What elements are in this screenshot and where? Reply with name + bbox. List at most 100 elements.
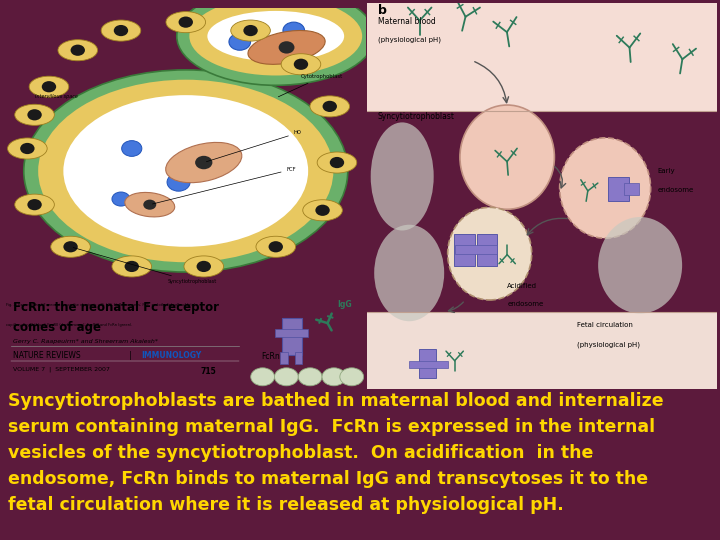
Circle shape [143,200,156,210]
Ellipse shape [298,368,322,386]
Text: FCF: FCF [153,167,296,204]
Bar [455,245,497,254]
Circle shape [27,109,42,120]
Ellipse shape [177,0,374,85]
Text: (physiological pH): (physiological pH) [378,36,441,43]
Text: Syncytiotrophoblasts are bathed in maternal blood and internalize: Syncytiotrophoblasts are bathed in mater… [8,392,664,410]
Circle shape [283,22,305,39]
Ellipse shape [15,104,55,125]
Circle shape [448,207,531,300]
Bar [281,352,287,364]
Ellipse shape [374,225,444,321]
Text: endosome, FcRn binds to maternal IgG and transcytoses it to the: endosome, FcRn binds to maternal IgG and… [8,470,648,488]
Ellipse shape [58,40,98,60]
Circle shape [195,156,212,169]
Circle shape [330,157,344,168]
Ellipse shape [189,0,362,76]
Ellipse shape [302,200,343,221]
Ellipse shape [184,256,223,277]
Circle shape [323,101,337,112]
Circle shape [27,199,42,210]
Text: IgG: IgG [338,300,352,309]
Circle shape [71,45,85,56]
FancyBboxPatch shape [608,177,629,201]
Text: VOLUME 7  |  SEPTEMBER 2007: VOLUME 7 | SEPTEMBER 2007 [13,367,109,372]
Ellipse shape [166,11,206,32]
Bar [409,361,448,368]
Ellipse shape [371,123,433,231]
Text: Acidified: Acidified [507,284,537,289]
Text: Early: Early [657,167,675,173]
Ellipse shape [256,237,296,258]
Ellipse shape [38,80,333,262]
FancyBboxPatch shape [367,3,717,111]
Text: FcRn: FcRn [261,352,280,361]
Circle shape [197,261,211,272]
Ellipse shape [166,143,242,183]
Ellipse shape [207,11,344,62]
FancyBboxPatch shape [419,349,436,378]
Circle shape [229,33,251,50]
Circle shape [63,241,78,252]
Ellipse shape [101,20,141,41]
Bar [274,329,307,337]
Circle shape [42,81,56,92]
Ellipse shape [24,70,348,272]
FancyBboxPatch shape [454,234,474,266]
Text: serum containing maternal IgG.  FcRn is expressed in the internal: serum containing maternal IgG. FcRn is e… [8,418,655,436]
Ellipse shape [29,76,68,97]
Circle shape [315,205,330,216]
Ellipse shape [15,194,55,215]
Ellipse shape [63,95,308,247]
Text: Syncytiotrophoblast: Syncytiotrophoblast [378,112,455,120]
Text: Maternal blood: Maternal blood [378,17,436,26]
Text: Fetal circulation: Fetal circulation [577,322,633,328]
Ellipse shape [251,368,274,386]
Circle shape [294,59,308,70]
Text: Fig. 2: Expression of Fc receptors on the chorionic villi. HO, Hofbauer cells; F: Fig. 2: Expression of Fc receptors on th… [6,303,195,307]
Text: capillary. FcγRI (blue); FcγRII (dark orange); FcγRIII and FcRn (green).: capillary. FcγRI (blue); FcγRII (dark or… [6,322,132,327]
Ellipse shape [281,54,321,75]
Text: NATURE REVIEWS: NATURE REVIEWS [13,351,81,360]
Ellipse shape [322,368,346,386]
Text: Syncytiotrophoblast: Syncytiotrophoblast [73,247,217,284]
Ellipse shape [125,192,175,217]
Text: IMMUNOLOGY: IMMUNOLOGY [141,351,202,360]
Circle shape [112,192,130,206]
Text: |: | [130,351,132,360]
FancyBboxPatch shape [367,312,717,389]
Ellipse shape [310,96,350,117]
FancyBboxPatch shape [477,234,498,266]
Text: FcRn: the neonatal Fc receptor: FcRn: the neonatal Fc receptor [13,301,219,314]
Circle shape [114,25,128,36]
Circle shape [122,140,142,157]
Circle shape [269,241,283,252]
Text: comes of age: comes of age [13,321,101,334]
Ellipse shape [274,368,298,386]
Ellipse shape [7,138,48,159]
Text: endosome: endosome [657,187,694,193]
Circle shape [125,261,139,272]
FancyBboxPatch shape [282,318,302,355]
Text: HO: HO [207,131,302,161]
Ellipse shape [598,217,682,314]
Ellipse shape [50,237,91,258]
Ellipse shape [248,30,325,64]
Circle shape [559,138,651,238]
FancyBboxPatch shape [624,184,639,194]
Bar [294,352,302,364]
Text: 715: 715 [201,367,216,376]
Circle shape [460,105,554,210]
Text: b: b [378,4,387,17]
Text: Intervillous space: Intervillous space [35,94,78,99]
Text: (physiological pH): (physiological pH) [577,341,640,348]
Text: endosome: endosome [507,301,544,307]
Ellipse shape [112,256,152,277]
Ellipse shape [317,152,357,173]
Circle shape [279,41,294,53]
Ellipse shape [230,20,270,41]
Circle shape [167,173,190,191]
Text: fetal circulation where it is released at physiological pH.: fetal circulation where it is released a… [8,496,564,514]
Circle shape [20,143,35,154]
Text: Cytotrophoblast: Cytotrophoblast [279,75,343,97]
